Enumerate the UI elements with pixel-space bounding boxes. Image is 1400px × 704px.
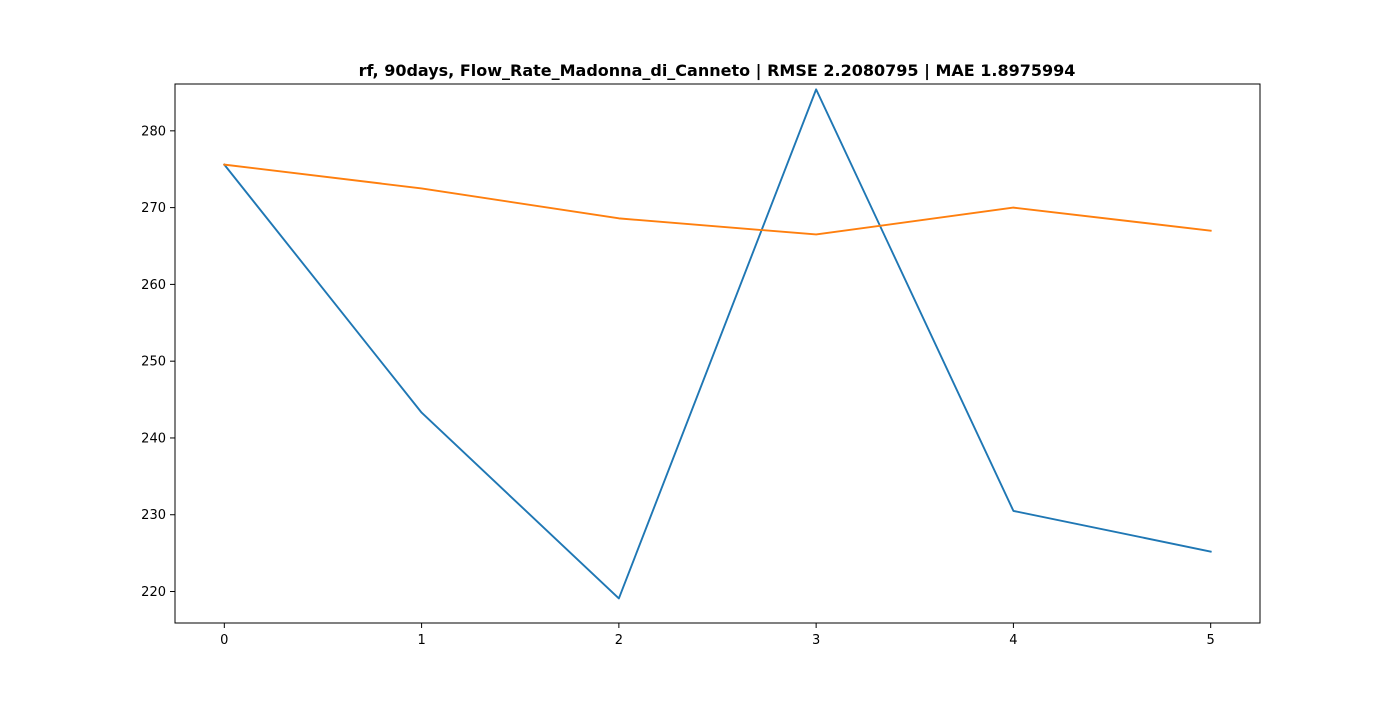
y-tick-label: 270 [141,201,166,216]
chart-title: rf, 90days, Flow_Rate_Madonna_di_Canneto… [359,61,1076,81]
y-tick-label: 260 [141,278,166,293]
x-tick-label: 4 [1009,633,1017,648]
series-line-2 [223,163,1212,236]
series-layer [222,88,1212,600]
x-tick-label: 2 [615,633,623,648]
series-line-1 [222,88,1212,600]
y-tick-label: 240 [141,431,166,446]
y-tick-label: 280 [141,124,166,139]
y-tick-label: 230 [141,508,166,523]
y-tick-label: 220 [141,585,166,600]
x-tick-label: 0 [220,633,228,648]
axes-layer: 0 1 2 3 4 5 220 230 240 250 260 270 280 [141,83,1261,648]
x-tick-label: 1 [417,633,425,648]
y-tick-label: 250 [141,355,166,370]
x-tick-label: 3 [812,633,820,648]
plot-frame [174,83,1261,624]
x-tick-label: 5 [1207,633,1215,648]
